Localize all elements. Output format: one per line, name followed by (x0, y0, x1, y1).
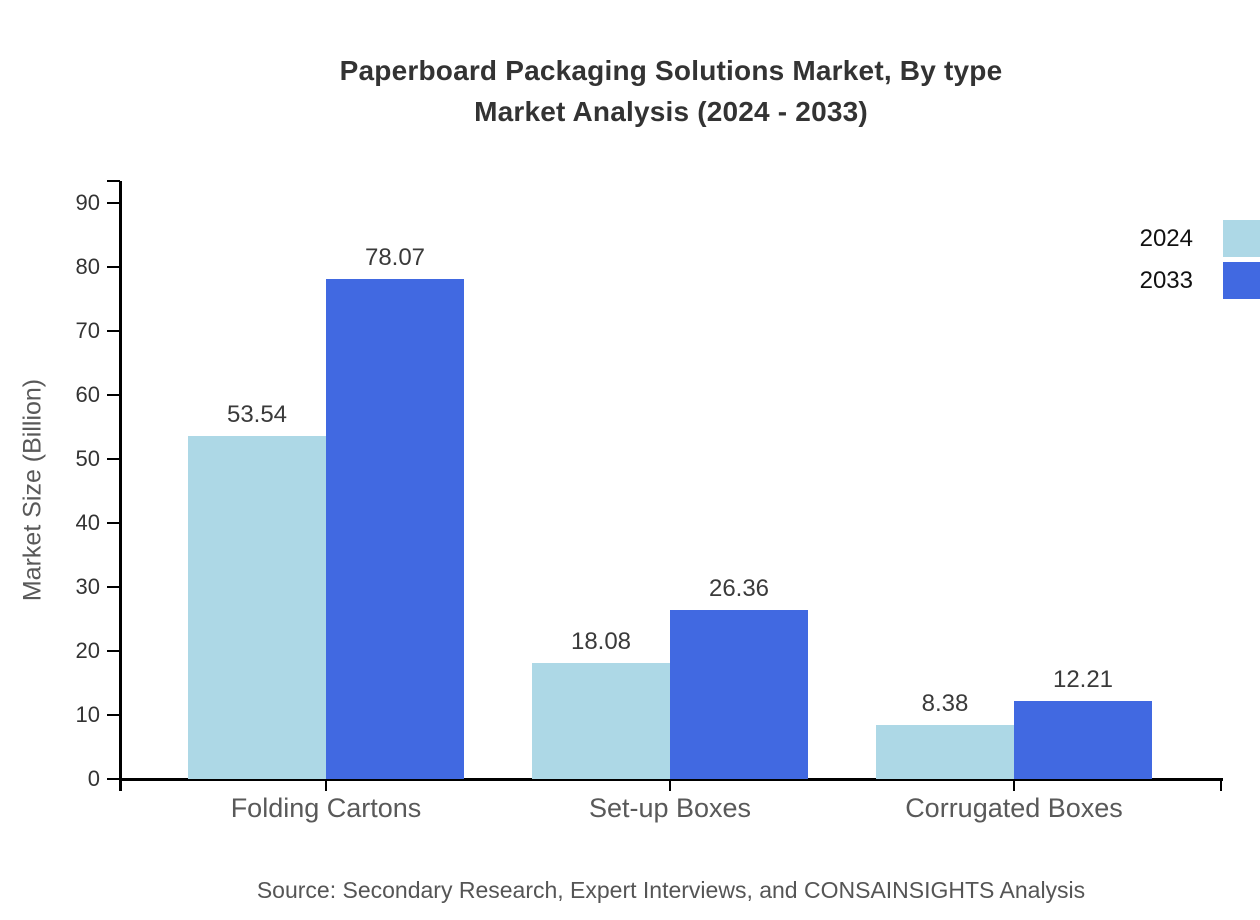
y-tick-label: 20 (75, 638, 100, 663)
y-tick-label: 0 (87, 766, 100, 791)
source-note: Source: Secondary Research, Expert Inter… (256, 877, 1086, 903)
bar-value-label: 26.36 (708, 575, 770, 603)
category-label-folding-cartons: Folding Cartons (230, 793, 422, 823)
y-tick-label: 60 (75, 382, 100, 407)
category-label-set-up-boxes: Set-up Boxes (588, 793, 752, 823)
y-tick-mark (107, 457, 120, 461)
x-tick-mark (668, 779, 672, 791)
y-tick-mark (107, 393, 120, 397)
bar-value-label: 12.21 (1052, 665, 1114, 693)
category-label-corrugated-boxes: Corrugated Boxes (905, 793, 1123, 823)
y-tick-mark (107, 521, 120, 525)
bar-2033-set-up-boxes (670, 610, 808, 779)
y-tick-mark (107, 201, 120, 205)
chart-title-line1: Paperboard Packaging Solutions Market, B… (339, 55, 1003, 86)
y-tick-mark (107, 649, 120, 653)
y-axis-title: Market Size (Billion) (18, 378, 47, 602)
legend-label-2024: 2024 (1139, 225, 1193, 252)
bar-2033-folding-cartons (326, 279, 464, 779)
bar-value-label: 53.54 (226, 401, 288, 429)
y-tick-mark (107, 329, 120, 333)
bar-2033-corrugated-boxes (1014, 700, 1152, 779)
bar-2024-set-up-boxes (532, 663, 670, 779)
y-tick-label: 10 (75, 702, 100, 727)
y-tick-mark (107, 585, 120, 589)
y-tick-label: 90 (75, 190, 100, 215)
bar-value-label: 18.08 (570, 628, 632, 656)
y-axis-end-tick (107, 180, 120, 183)
bar-value-label: 78.07 (364, 244, 426, 272)
x-axis-end-tick (1219, 779, 1223, 791)
legend-swatch-2033 (1223, 262, 1260, 299)
y-tick-mark (107, 713, 120, 717)
x-tick-mark (1012, 779, 1016, 791)
y-tick-label: 50 (75, 446, 100, 471)
y-tick-mark (107, 777, 120, 781)
y-tick-label: 30 (75, 574, 100, 599)
legend-label-2033: 2033 (1139, 267, 1193, 294)
bar-value-label: 8.38 (921, 690, 969, 718)
bar-2024-folding-cartons (188, 436, 326, 779)
y-axis-line (119, 181, 122, 791)
chart-title: Paperboard Packaging Solutions Market, B… (119, 50, 1223, 132)
x-tick-mark (324, 779, 328, 791)
y-tick-label: 80 (75, 254, 100, 279)
legend-swatch-2024 (1223, 220, 1260, 257)
y-tick-mark (107, 265, 120, 269)
y-tick-label: 40 (75, 510, 100, 535)
y-tick-label: 70 (75, 318, 100, 343)
bar-2024-corrugated-boxes (876, 725, 1014, 779)
chart-title-line2: Market Analysis (2024 - 2033) (474, 96, 868, 127)
